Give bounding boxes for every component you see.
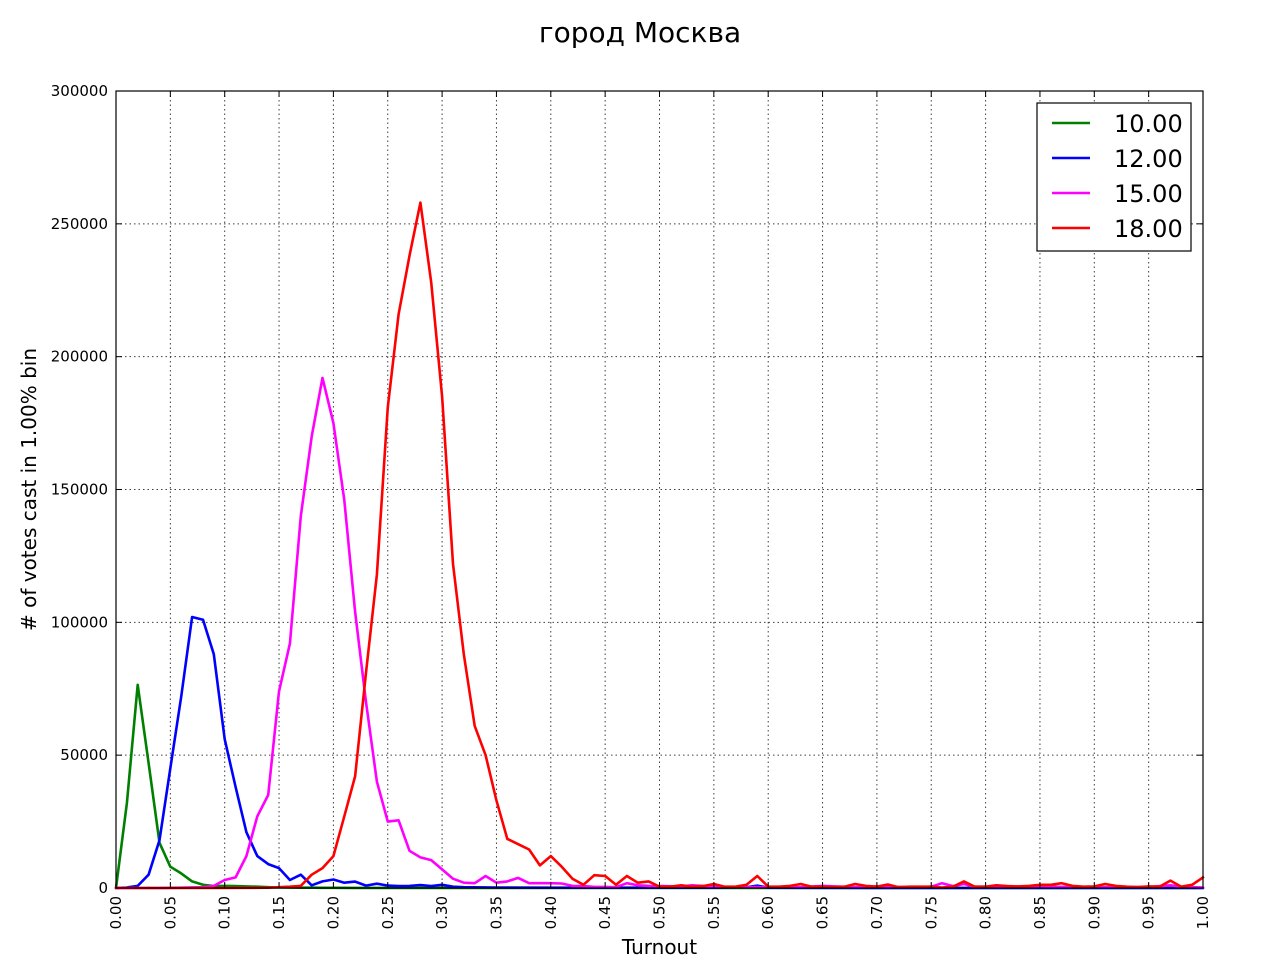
y-axis-label: # of votes cast in 1.00% bin <box>17 348 41 631</box>
legend-label-3: 15.00 <box>1114 180 1183 208</box>
legend-label-2: 12.00 <box>1114 145 1183 173</box>
x-tick-label: 0.30 <box>433 896 451 929</box>
x-tick-label: 0.50 <box>651 896 669 929</box>
y-tick-label: 250000 <box>51 215 108 233</box>
x-tick-label: 0.75 <box>922 896 940 929</box>
y-tick-label: 0 <box>98 879 108 897</box>
x-tick-label: 0.60 <box>759 896 777 929</box>
legend: 10.00 12.00 15.00 18.00 <box>1036 102 1192 252</box>
y-tick-label: 200000 <box>51 348 108 366</box>
x-tick-label: 0.85 <box>1031 896 1049 929</box>
legend-box <box>1036 102 1192 252</box>
x-tick-label: 0.10 <box>216 896 234 929</box>
x-tick-label: 0.35 <box>487 896 505 929</box>
x-tick-label: 0.80 <box>977 896 995 929</box>
chart-title: город Москва <box>539 16 741 49</box>
x-tick-label: 0.45 <box>596 896 614 929</box>
series-line-4 <box>114 201 1205 890</box>
x-tick-label: 0.00 <box>107 896 125 929</box>
x-tick-label: 0.20 <box>324 896 342 929</box>
x-tick-label: 0.40 <box>542 896 560 929</box>
y-tick-label: 300000 <box>51 82 108 100</box>
y-tick-label: 50000 <box>60 746 108 764</box>
x-tick-label: 0.15 <box>270 896 288 929</box>
y-tick-label: 100000 <box>51 613 108 631</box>
x-tick-label: 1.00 <box>1194 896 1212 929</box>
legend-label-4: 18.00 <box>1114 215 1183 243</box>
series-line-1 <box>114 683 1205 890</box>
x-tick-label: 0.90 <box>1085 896 1103 929</box>
x-tick-label: 0.95 <box>1140 896 1158 929</box>
x-tick-label: 0.65 <box>814 896 832 929</box>
grid <box>116 91 1203 888</box>
x-tick-label: 0.70 <box>868 896 886 929</box>
x-tick-label: 0.55 <box>705 896 723 929</box>
y-tick-label: 150000 <box>51 481 108 499</box>
x-axis-label: Turnout <box>621 935 697 959</box>
x-tick-label: 0.05 <box>161 896 179 929</box>
legend-label-1: 10.00 <box>1114 110 1183 138</box>
x-tick-label: 0.25 <box>379 896 397 929</box>
axis-ticks: 0.00 0.05 0.10 0.15 0.20 0.25 0.30 0.35 0.40 0.45… <box>51 82 1212 929</box>
